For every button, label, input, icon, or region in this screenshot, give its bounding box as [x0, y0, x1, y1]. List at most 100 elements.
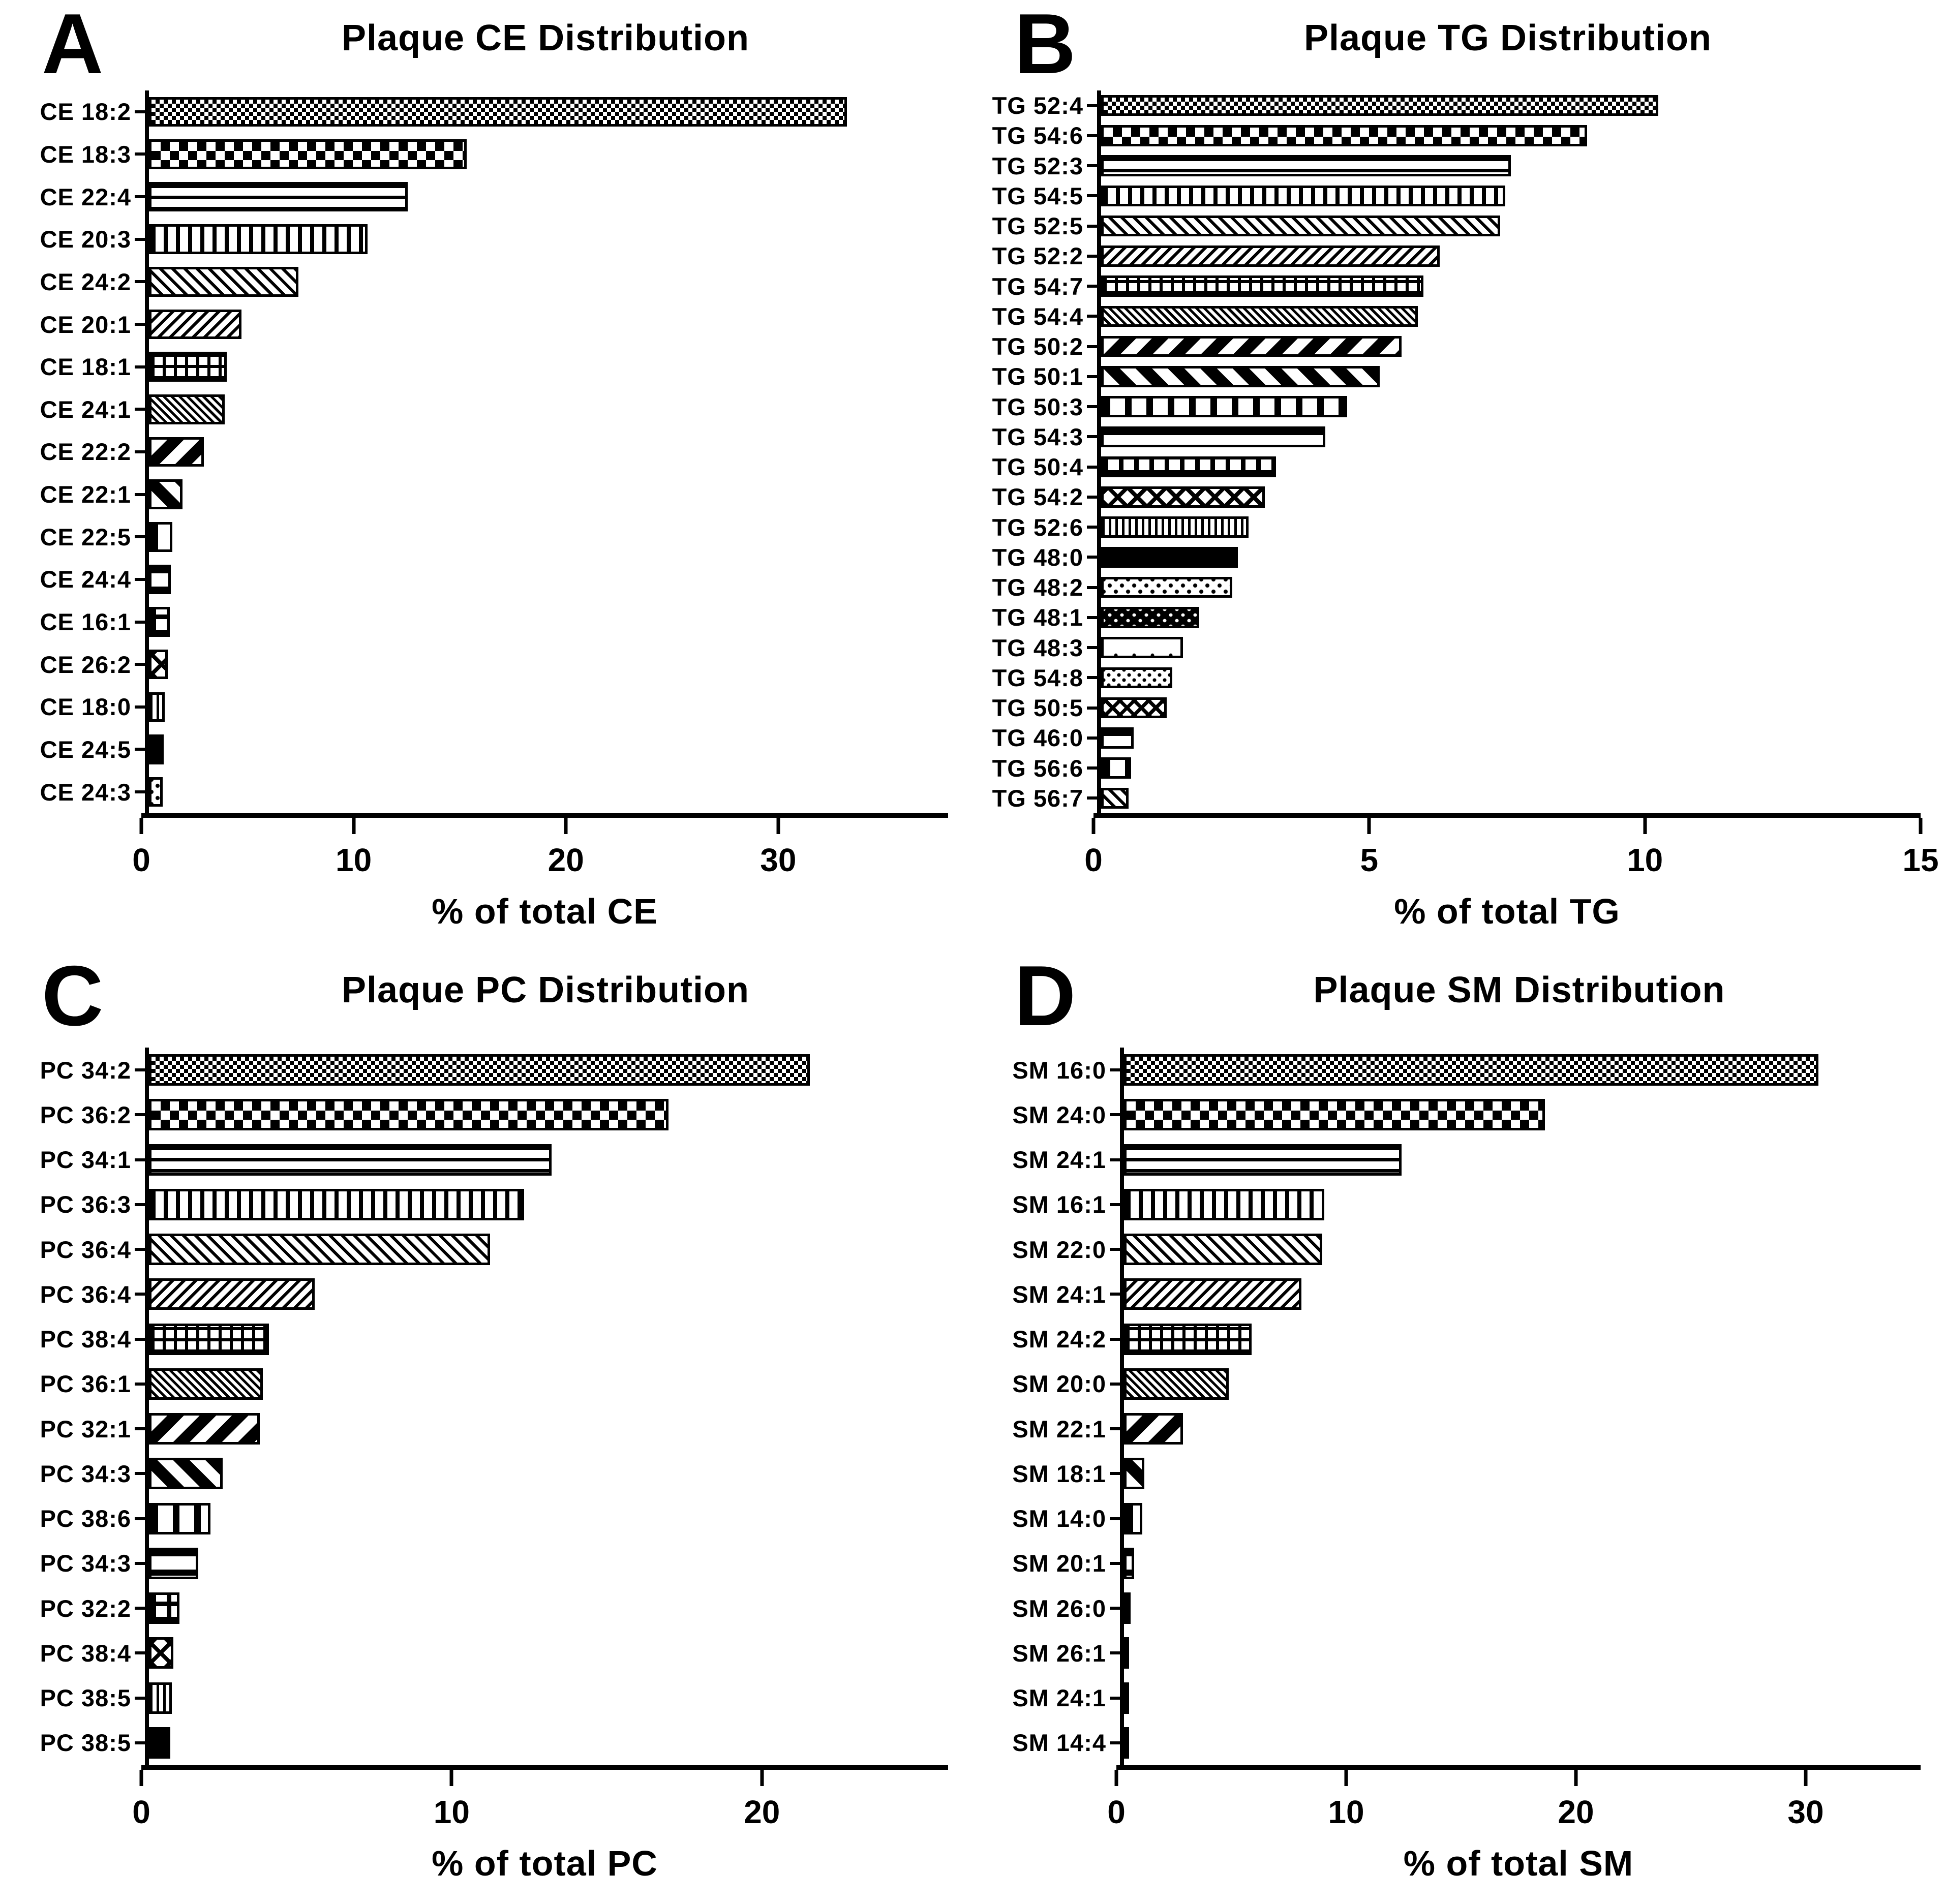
panel-header: D Plaque SM Distribution	[973, 952, 1945, 1048]
bar-track	[145, 558, 948, 601]
bar-track	[1120, 1586, 1921, 1631]
category-label: TG 48:0	[992, 543, 1083, 571]
y-axis-tick	[135, 1382, 145, 1386]
bar-track	[1120, 1675, 1921, 1721]
bar-tg-54-3	[1101, 426, 1325, 448]
bar-track	[145, 515, 948, 559]
bar-row: TG 50:1	[987, 361, 1921, 392]
category-label: TG 54:6	[992, 122, 1083, 149]
x-axis-tick-labels: 0 5 10 15	[1084, 841, 1938, 882]
bar-track	[1097, 361, 1921, 392]
category-label: TG 54:8	[992, 664, 1083, 691]
bar-sm-24-1	[1124, 1278, 1302, 1310]
bar-ce-20-3	[149, 224, 368, 255]
bar-sm-20-0	[1124, 1368, 1229, 1400]
bar-pc-38-4	[149, 1323, 269, 1355]
bar-track	[145, 90, 948, 133]
bar-row: TG 52:3	[987, 150, 1921, 181]
bar-tg-54-7	[1101, 275, 1424, 297]
category-label: CE 18:1	[40, 353, 131, 381]
x-tick-label: 10	[336, 842, 372, 878]
panel-letter-b: B	[1014, 0, 1077, 91]
bar-row: SM 18:1	[987, 1451, 1921, 1496]
bar-row: CE 22:5	[14, 515, 948, 559]
y-axis-tick	[1110, 1337, 1120, 1341]
chart-title: Plaque PC Distribution	[341, 970, 750, 1010]
category-label: SM 24:0	[1012, 1101, 1106, 1128]
bar-row: SM 24:2	[987, 1316, 1921, 1362]
bar-row: TG 54:8	[987, 662, 1921, 693]
y-axis-tick	[1087, 526, 1097, 529]
bar-ce-20-1	[149, 309, 242, 340]
bar-track	[145, 1182, 948, 1227]
bar-row: PC 36:3	[14, 1182, 948, 1227]
y-axis-tick	[1087, 556, 1097, 559]
bar-track	[1120, 1182, 1921, 1227]
x-axis-ticks	[139, 818, 948, 841]
bar-row: TG 52:5	[987, 211, 1921, 241]
y-axis-tick	[135, 1696, 145, 1700]
category-label: SM 18:1	[1012, 1460, 1106, 1487]
bar-track	[145, 1361, 948, 1406]
bar-track	[1120, 1272, 1921, 1317]
x-tick-label: 20	[1558, 1794, 1594, 1830]
y-axis-tick	[1110, 1517, 1120, 1520]
y-axis-tick	[135, 152, 145, 156]
category-label: TG 56:6	[992, 754, 1083, 782]
category-label: TG 50:3	[992, 393, 1083, 420]
category-label: TG 54:2	[992, 483, 1083, 511]
y-axis-tick	[135, 705, 145, 709]
bar-rows: PC 34:2 PC 36:2 PC 34:1 PC 36:3 PC 36:4 PC 36…	[14, 1048, 948, 1765]
x-axis-line	[1093, 813, 1921, 818]
bar-track	[145, 1541, 948, 1586]
bar-pc-36-3	[149, 1188, 524, 1220]
panel-c-plaque-pc: C Plaque PC Distribution PC 34:2 PC 36:2 P…	[0, 952, 973, 1904]
category-label: PC 36:3	[40, 1191, 131, 1218]
category-label: TG 54:4	[992, 302, 1083, 330]
bar-ce-24-5	[149, 734, 164, 764]
bar-row: SM 22:0	[987, 1227, 1921, 1272]
bar-pc-38-5	[149, 1727, 171, 1759]
category-label: TG 52:5	[992, 212, 1083, 240]
panel-b-plaque-tg: B Plaque TG Distribution TG 52:4 TG 54:6 T…	[973, 0, 1945, 952]
bar-row: TG 46:0	[987, 723, 1921, 753]
bar-track	[145, 1137, 948, 1182]
category-label: SM 14:0	[1012, 1505, 1106, 1532]
x-axis-tick-labels: 0 10 20 30	[132, 841, 948, 882]
bar-pc-34-3	[149, 1547, 198, 1579]
y-axis-tick	[135, 1741, 145, 1744]
y-axis-tick	[1110, 1651, 1120, 1655]
y-axis-tick	[1087, 375, 1097, 378]
chart-title: Plaque CE Distribution	[341, 18, 750, 58]
x-axis-tick-labels: 0 10 20 30	[1107, 1793, 1921, 1834]
bar-row: SM 16:1	[987, 1182, 1921, 1227]
x-tick-mark	[352, 818, 356, 834]
panel-header: B Plaque TG Distribution	[973, 0, 1945, 90]
category-label: TG 52:2	[992, 242, 1083, 270]
category-label: SM 22:0	[1012, 1236, 1106, 1263]
category-label: TG 54:5	[992, 182, 1083, 209]
bar-row: CE 20:1	[14, 303, 948, 346]
bar-sm-20-1	[1124, 1547, 1135, 1579]
y-axis-tick	[135, 790, 145, 794]
bar-row: CE 26:2	[14, 643, 948, 686]
bar-track	[1097, 723, 1921, 753]
category-label: SM 16:1	[1012, 1191, 1106, 1218]
bar-pc-34-3	[149, 1458, 223, 1490]
plot-area: CE 18:2 CE 18:3 CE 22:4 CE 20:3 CE 24:2 CE 20…	[0, 90, 973, 952]
y-axis-tick	[1087, 586, 1097, 589]
category-label: PC 34:2	[40, 1056, 131, 1084]
bar-tg-48-3	[1101, 637, 1183, 658]
category-label: SM 24:1	[1012, 1684, 1106, 1712]
y-axis-tick	[135, 663, 145, 666]
x-tick-label: 0	[132, 842, 150, 878]
bar-track	[1120, 1227, 1921, 1272]
bar-ce-16-1	[149, 607, 170, 637]
bar-row: CE 24:2	[14, 260, 948, 303]
bar-pc-32-2	[149, 1592, 180, 1624]
category-label: PC 36:4	[40, 1236, 131, 1263]
bar-row: PC 38:4	[14, 1316, 948, 1362]
bar-sm-16-1	[1124, 1188, 1324, 1220]
bar-track	[1097, 421, 1921, 452]
y-axis-tick	[135, 577, 145, 581]
